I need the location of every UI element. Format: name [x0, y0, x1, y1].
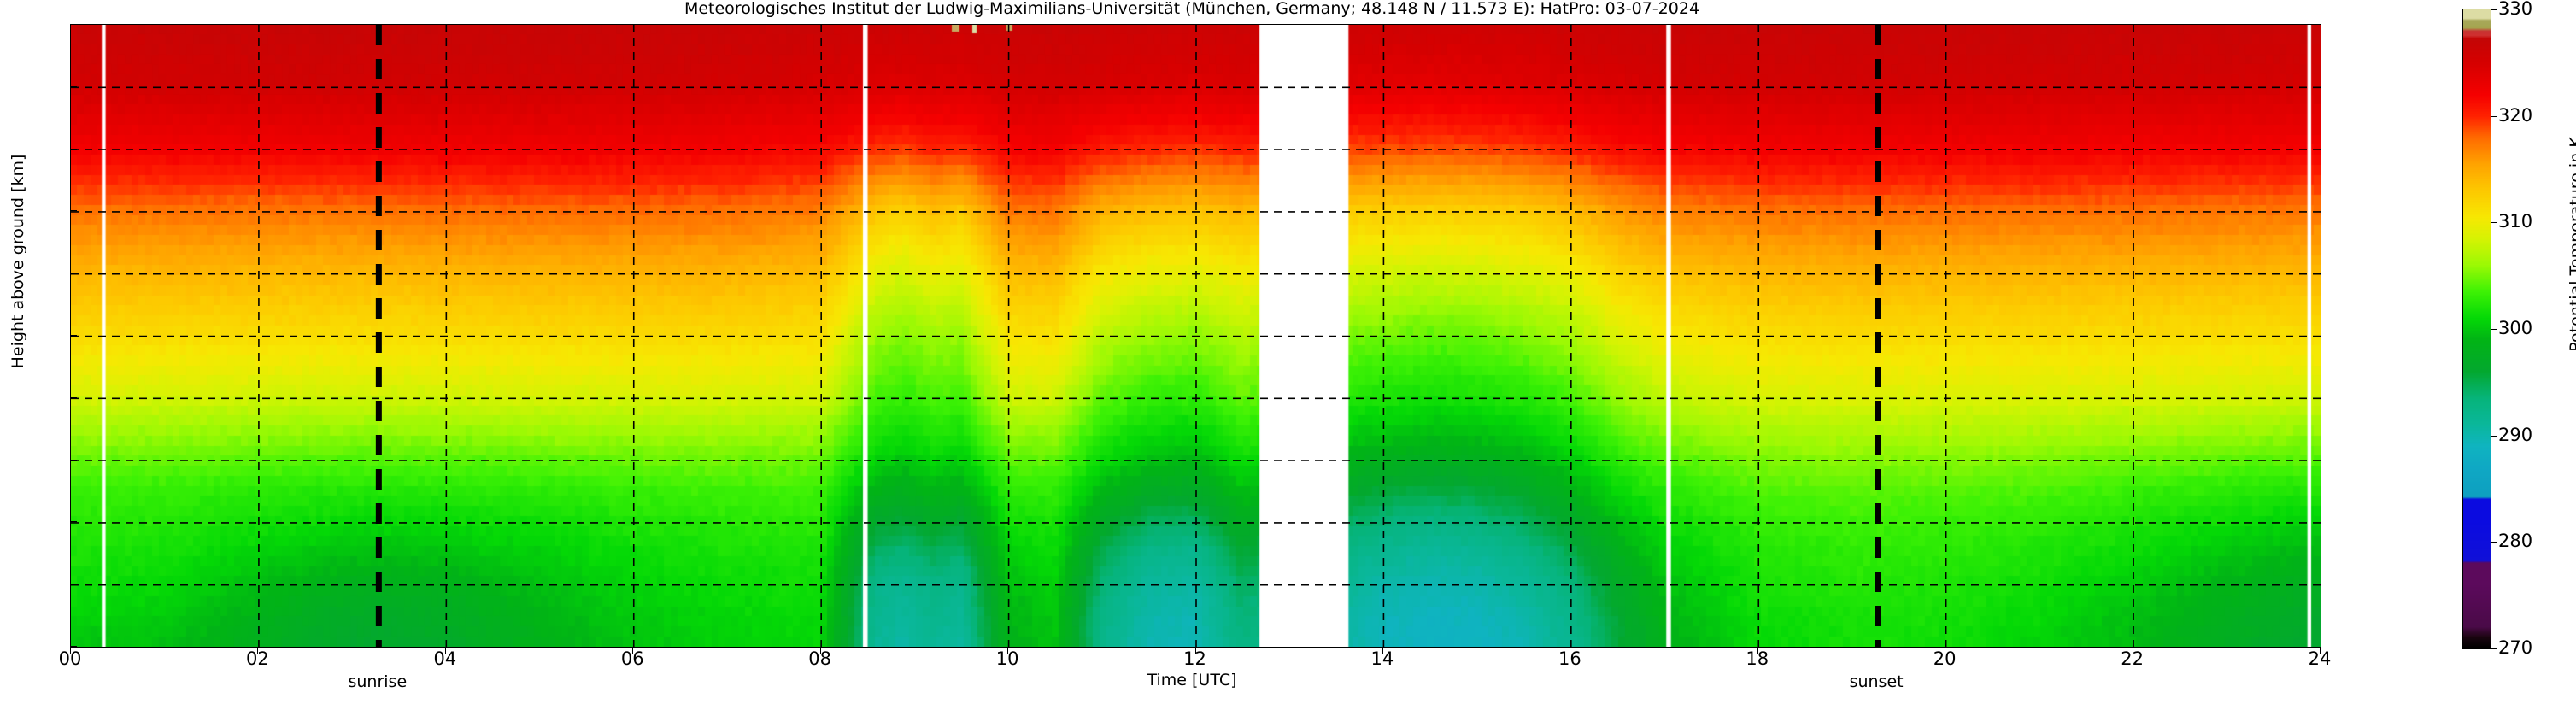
x-tick-mark: [257, 648, 259, 654]
x-tick-label: 10: [995, 648, 1019, 669]
heatmap-canvas: [71, 25, 2321, 647]
x-tick-label: 00: [58, 648, 82, 669]
x-axis-label: Time [UTC]: [1147, 671, 1237, 689]
x-tick-label: 08: [808, 648, 832, 669]
y-tick-mark: [70, 396, 77, 398]
colorbar-tick-label: 290: [2498, 424, 2533, 445]
x-tick-mark: [1194, 648, 1196, 654]
y-tick-mark: [70, 335, 77, 336]
x-tick-mark: [2320, 648, 2321, 654]
y-axis-label: Height above ground [km]: [9, 154, 27, 369]
colorbar-label: Potential Temperature in K: [2567, 137, 2576, 352]
y-tick-mark: [70, 24, 77, 25]
x-tick-label: 24: [2308, 648, 2332, 669]
y-tick-mark: [70, 521, 77, 523]
y-tick-mark: [70, 148, 77, 150]
x-tick-label: 02: [246, 648, 269, 669]
x-tick-mark: [1382, 648, 1383, 654]
colorbar-tick-mark: [2491, 329, 2497, 330]
x-tick-mark: [1757, 648, 1758, 654]
colorbar-tick-mark: [2491, 648, 2497, 649]
x-tick-mark: [70, 648, 71, 654]
colorbar-tick-mark: [2491, 222, 2497, 224]
heatmap-plot-area[interactable]: [70, 24, 2321, 648]
colorbar-tick-mark: [2491, 115, 2497, 117]
x-tick-label: 14: [1370, 648, 1394, 669]
colorbar-tick-label: 330: [2498, 0, 2533, 19]
x-tick-label: 20: [1933, 648, 1957, 669]
colorbar-tick-label: 280: [2498, 531, 2533, 552]
colorbar-tick-mark: [2491, 9, 2497, 10]
x-tick-mark: [444, 648, 446, 654]
y-tick-mark: [70, 210, 77, 212]
colorbar-tick-label: 300: [2498, 318, 2533, 338]
colorbar-tick-label: 270: [2498, 637, 2533, 658]
event-label-sunset: sunset: [1849, 672, 1904, 691]
colorbar-tick-mark: [2491, 542, 2497, 543]
x-tick-label: 18: [1746, 648, 1769, 669]
y-tick-mark: [70, 646, 77, 647]
colorbar-tick-label: 310: [2498, 211, 2533, 232]
x-tick-label: 16: [1558, 648, 1581, 669]
figure-title: Meteorologisches Institut der Ludwig-Max…: [684, 0, 1700, 18]
x-tick-mark: [819, 648, 821, 654]
x-tick-label: 04: [433, 648, 457, 669]
x-tick-mark: [1007, 648, 1009, 654]
colorbar[interactable]: [2462, 9, 2491, 649]
event-label-sunrise: sunrise: [348, 672, 408, 691]
y-tick-mark: [70, 85, 77, 87]
x-tick-label: 22: [2121, 648, 2144, 669]
x-tick-mark: [632, 648, 634, 654]
x-tick-label: 12: [1183, 648, 1206, 669]
y-tick-mark: [70, 459, 77, 461]
colorbar-canvas: [2463, 9, 2491, 648]
colorbar-tick-label: 320: [2498, 104, 2533, 126]
x-tick-label: 06: [620, 648, 644, 669]
colorbar-tick-mark: [2491, 435, 2497, 437]
